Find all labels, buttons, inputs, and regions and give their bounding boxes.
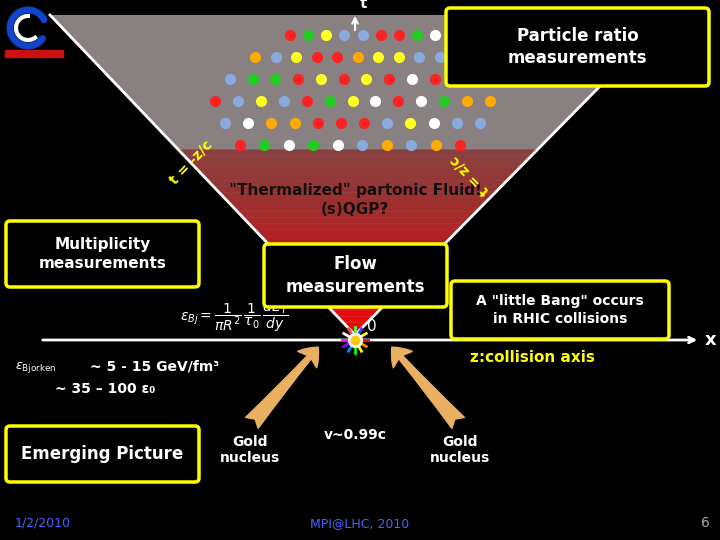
- Text: "Thermalized" partonic Fluid!
(s)QGP?: "Thermalized" partonic Fluid! (s)QGP?: [228, 183, 482, 218]
- Polygon shape: [331, 310, 379, 316]
- FancyBboxPatch shape: [6, 221, 199, 287]
- Polygon shape: [207, 180, 508, 186]
- Polygon shape: [349, 329, 361, 335]
- Polygon shape: [225, 199, 489, 205]
- Text: t = z/c: t = z/c: [448, 153, 492, 198]
- Polygon shape: [50, 15, 670, 335]
- Text: ~ 35 – 100 ε₀: ~ 35 – 100 ε₀: [55, 382, 156, 396]
- Polygon shape: [243, 218, 471, 224]
- Polygon shape: [320, 298, 392, 304]
- Bar: [5, 50, 63, 57]
- Polygon shape: [279, 254, 434, 261]
- Polygon shape: [290, 267, 422, 273]
- Text: Gold
nucleus: Gold nucleus: [220, 435, 280, 465]
- Polygon shape: [314, 292, 397, 298]
- Text: Flow
measurements: Flow measurements: [286, 255, 426, 295]
- Text: x: x: [705, 331, 716, 349]
- Polygon shape: [325, 304, 385, 310]
- Polygon shape: [249, 224, 464, 230]
- Polygon shape: [266, 242, 446, 248]
- Text: t = -z/c: t = -z/c: [167, 138, 215, 187]
- Text: Particle ratio
measurements: Particle ratio measurements: [508, 27, 647, 67]
- Text: 1/2/2010: 1/2/2010: [15, 517, 71, 530]
- Polygon shape: [231, 205, 483, 211]
- Text: 0: 0: [367, 319, 377, 334]
- Polygon shape: [220, 193, 495, 199]
- Polygon shape: [343, 322, 367, 329]
- Text: z:collision axis: z:collision axis: [470, 350, 595, 365]
- Polygon shape: [308, 286, 404, 292]
- Polygon shape: [190, 162, 526, 168]
- Polygon shape: [184, 156, 531, 162]
- Text: $\varepsilon_{Bj} = \dfrac{1}{\pi R^2}\,\dfrac{1}{\tau_0}\,\dfrac{dE_T}{dy}$: $\varepsilon_{Bj} = \dfrac{1}{\pi R^2}\,…: [180, 298, 289, 334]
- FancyBboxPatch shape: [6, 426, 199, 482]
- Polygon shape: [337, 316, 373, 322]
- Polygon shape: [196, 168, 519, 174]
- Text: A "little Bang" occurs
in RHIC collisions: A "little Bang" occurs in RHIC collision…: [476, 294, 644, 326]
- Text: v~0.99c: v~0.99c: [323, 428, 387, 442]
- Polygon shape: [178, 150, 538, 156]
- FancyBboxPatch shape: [446, 8, 709, 86]
- Polygon shape: [261, 236, 452, 242]
- Polygon shape: [255, 230, 459, 236]
- Text: ~ 5 - 15 GeV/fm³: ~ 5 - 15 GeV/fm³: [90, 360, 220, 374]
- Polygon shape: [284, 261, 428, 267]
- Polygon shape: [202, 174, 513, 180]
- Polygon shape: [237, 211, 477, 218]
- Polygon shape: [302, 279, 410, 286]
- Text: t: t: [360, 0, 367, 11]
- Text: Gold
nucleus: Gold nucleus: [430, 435, 490, 465]
- Text: MPI@LHC, 2010: MPI@LHC, 2010: [310, 517, 410, 530]
- Polygon shape: [296, 273, 416, 279]
- Text: Multiplicity
measurements: Multiplicity measurements: [39, 237, 166, 271]
- FancyBboxPatch shape: [451, 281, 669, 339]
- Polygon shape: [272, 248, 440, 254]
- Text: 6: 6: [701, 516, 710, 530]
- FancyBboxPatch shape: [264, 244, 447, 307]
- Text: Emerging Picture: Emerging Picture: [22, 445, 184, 463]
- Polygon shape: [214, 186, 501, 193]
- Text: $\varepsilon_{\rm Bjorken}$: $\varepsilon_{\rm Bjorken}$: [15, 360, 56, 375]
